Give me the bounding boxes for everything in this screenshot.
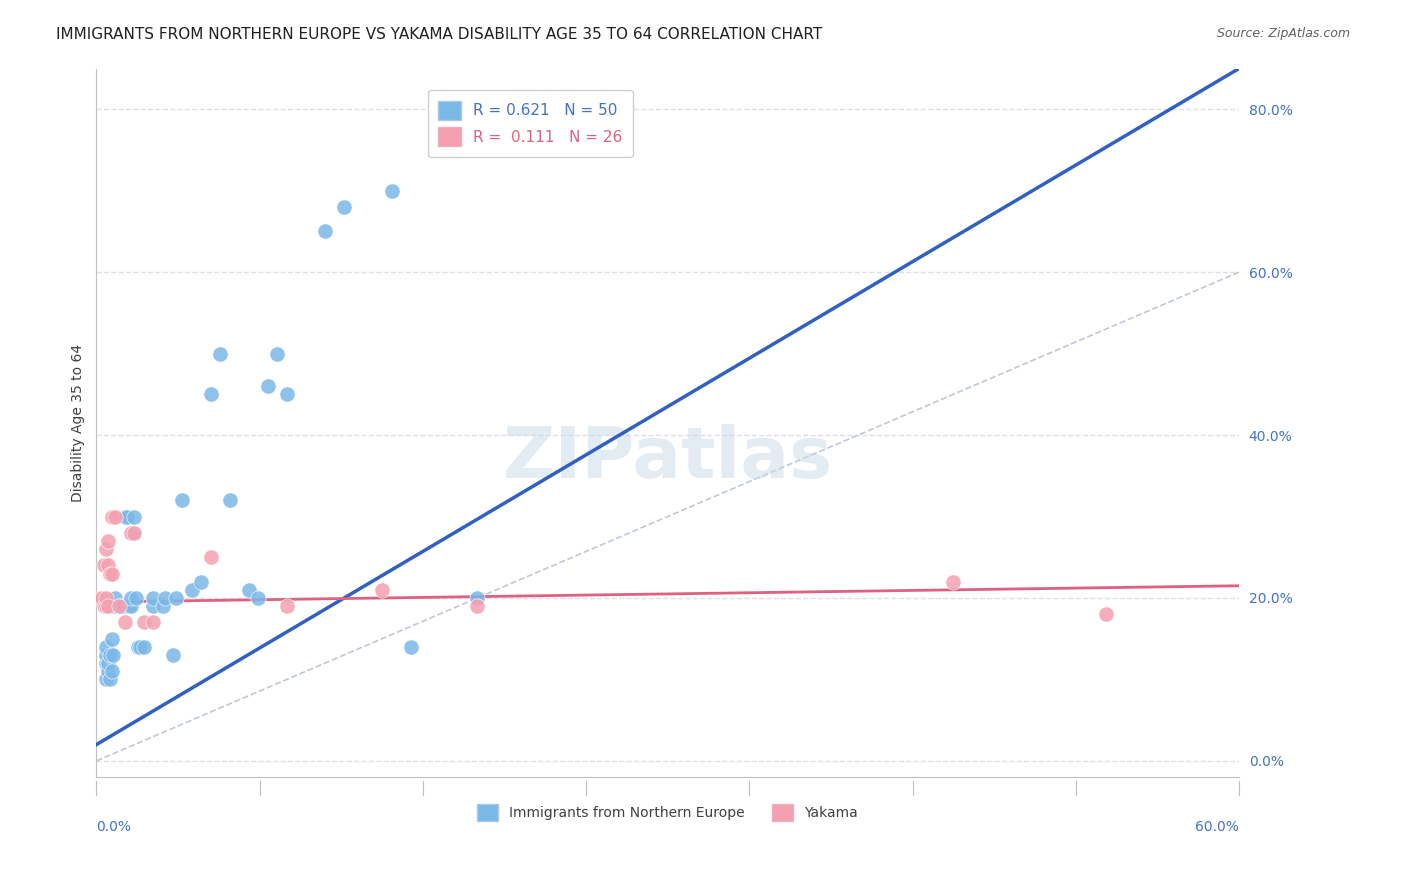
Point	[190, 574, 212, 589]
Point	[97, 558, 120, 573]
Point	[100, 509, 122, 524]
Point	[465, 591, 488, 605]
Point	[108, 599, 131, 614]
Point	[91, 591, 114, 605]
Point	[111, 599, 134, 614]
Point	[399, 640, 422, 654]
Point	[276, 599, 298, 614]
Point	[165, 591, 187, 605]
Point	[97, 533, 120, 548]
Text: 0.0%: 0.0%	[97, 820, 131, 834]
Point	[200, 550, 222, 565]
Point	[256, 379, 278, 393]
Point	[108, 599, 131, 614]
Point	[110, 599, 132, 614]
Point	[98, 673, 121, 687]
Point	[100, 665, 122, 679]
Point	[104, 599, 127, 614]
Point	[170, 493, 193, 508]
Point	[120, 591, 142, 605]
Point	[98, 648, 121, 662]
Point	[120, 599, 142, 614]
Point	[97, 599, 120, 614]
Point	[114, 509, 136, 524]
Point	[247, 591, 270, 605]
Point	[209, 346, 232, 360]
Text: IMMIGRANTS FROM NORTHERN EUROPE VS YAKAMA DISABILITY AGE 35 TO 64 CORRELATION CH: IMMIGRANTS FROM NORTHERN EUROPE VS YAKAM…	[56, 27, 823, 42]
Point	[142, 591, 165, 605]
Point	[180, 582, 202, 597]
Point	[129, 640, 152, 654]
Point	[153, 591, 176, 605]
Point	[942, 574, 965, 589]
Point	[93, 558, 115, 573]
Point	[124, 509, 146, 524]
Point	[115, 509, 138, 524]
Point	[94, 648, 117, 662]
Point	[142, 615, 165, 630]
Point	[104, 509, 127, 524]
Point	[276, 387, 298, 401]
Point	[127, 640, 149, 654]
Point	[380, 184, 402, 198]
Point	[125, 591, 148, 605]
Point	[94, 591, 117, 605]
Point	[238, 582, 260, 597]
Text: ZIPatlas: ZIPatlas	[502, 424, 832, 492]
Point	[120, 525, 142, 540]
Point	[371, 582, 394, 597]
Point	[132, 615, 155, 630]
Point	[100, 566, 122, 581]
Point	[94, 599, 117, 614]
Point	[89, 591, 111, 605]
Point	[97, 665, 120, 679]
Point	[94, 656, 117, 670]
Point	[100, 599, 122, 614]
Point	[98, 566, 121, 581]
Point	[218, 493, 240, 508]
Point	[94, 542, 117, 557]
Point	[100, 632, 122, 646]
Point	[118, 599, 141, 614]
Point	[465, 599, 488, 614]
Point	[94, 640, 117, 654]
Point	[200, 387, 222, 401]
Point	[104, 591, 127, 605]
Point	[94, 673, 117, 687]
Point	[132, 640, 155, 654]
Point	[142, 599, 165, 614]
Point	[97, 656, 120, 670]
Point	[266, 346, 288, 360]
Point	[124, 525, 146, 540]
Text: Source: ZipAtlas.com: Source: ZipAtlas.com	[1216, 27, 1350, 40]
Point	[103, 648, 125, 662]
Legend: Immigrants from Northern Europe, Yakama: Immigrants from Northern Europe, Yakama	[471, 799, 863, 827]
Point	[114, 615, 136, 630]
Point	[333, 200, 356, 214]
Point	[93, 599, 115, 614]
Text: 60.0%: 60.0%	[1195, 820, 1239, 834]
Point	[152, 599, 174, 614]
Point	[314, 224, 336, 238]
Point	[121, 525, 143, 540]
Point	[162, 648, 184, 662]
Point	[1094, 607, 1116, 622]
Y-axis label: Disability Age 35 to 64: Disability Age 35 to 64	[72, 343, 86, 502]
